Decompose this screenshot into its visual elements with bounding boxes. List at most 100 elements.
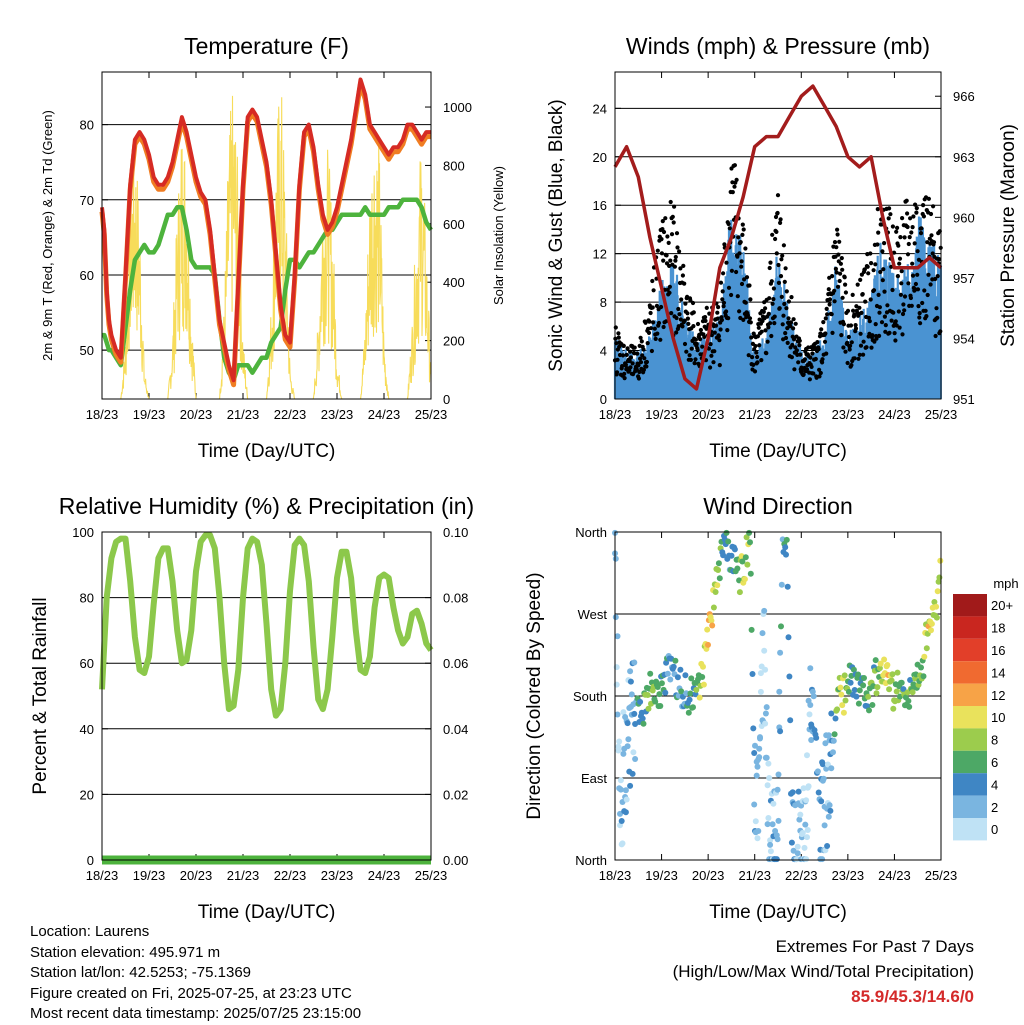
gust-point bbox=[905, 224, 910, 230]
gust-point bbox=[855, 282, 860, 287]
gust-point bbox=[782, 279, 787, 284]
colorbar-label: 4 bbox=[991, 777, 998, 792]
direction-point bbox=[826, 802, 833, 809]
gust-point bbox=[755, 334, 761, 339]
direction-point bbox=[682, 672, 689, 679]
gust-point bbox=[858, 331, 863, 336]
y-tick-label: 70 bbox=[80, 193, 94, 208]
gust-point bbox=[677, 312, 682, 317]
gust-point bbox=[644, 364, 649, 369]
panel-1: Temperature (F) Time (Day/UTC) 18/23 19/23 2… bbox=[40, 33, 506, 462]
gust-point bbox=[680, 324, 685, 329]
x-tick-label: 23/23 bbox=[832, 407, 865, 422]
gust-point bbox=[872, 339, 877, 344]
gust-point bbox=[866, 315, 872, 320]
gust-point bbox=[744, 275, 750, 280]
direction-point bbox=[777, 728, 784, 735]
direction-point bbox=[818, 798, 825, 805]
gust-point bbox=[898, 292, 904, 297]
gust-point bbox=[677, 249, 682, 254]
gust-point bbox=[776, 262, 781, 268]
gust-point bbox=[825, 312, 830, 317]
gust-point bbox=[836, 252, 841, 257]
gust-point bbox=[882, 241, 887, 246]
y-tick-label: 100 bbox=[72, 525, 94, 540]
direction-point bbox=[744, 561, 751, 568]
gust-point bbox=[876, 292, 881, 297]
direction-point bbox=[889, 671, 896, 678]
gust-point bbox=[625, 346, 630, 351]
x-tick-label: 18/23 bbox=[599, 868, 632, 883]
gust-point bbox=[901, 302, 906, 307]
gust-point bbox=[781, 313, 786, 318]
gust-point bbox=[739, 264, 744, 269]
y-right-tick-label: 963 bbox=[953, 150, 975, 165]
direction-point bbox=[612, 614, 619, 621]
gust-point bbox=[669, 232, 675, 237]
gust-point bbox=[909, 230, 914, 235]
direction-point bbox=[796, 816, 803, 823]
direction-point bbox=[763, 754, 770, 761]
x-tick-label: 23/23 bbox=[321, 868, 354, 883]
gust-point bbox=[630, 361, 635, 366]
gust-point bbox=[703, 318, 708, 323]
gust-point bbox=[759, 329, 764, 334]
gust-point bbox=[921, 214, 927, 219]
info-recent: Most recent data timestamp: 2025/07/25 2… bbox=[30, 1005, 362, 1022]
direction-point bbox=[614, 633, 621, 640]
gust-point bbox=[709, 353, 714, 358]
gust-point bbox=[721, 300, 727, 305]
gust-point bbox=[910, 261, 915, 266]
colorbar-label: 6 bbox=[991, 755, 998, 770]
gust-point bbox=[878, 269, 883, 275]
gust-point bbox=[682, 341, 688, 347]
gust-point bbox=[659, 251, 665, 256]
gust-point bbox=[818, 370, 823, 376]
colorbar-swatch bbox=[953, 728, 987, 751]
direction-point bbox=[890, 705, 897, 712]
direction-point bbox=[627, 668, 634, 675]
gust-point bbox=[832, 288, 837, 293]
x-tick-label: 21/23 bbox=[738, 407, 771, 422]
direction-point bbox=[797, 811, 804, 818]
gust-point bbox=[647, 319, 652, 324]
plot-frame bbox=[614, 71, 942, 400]
gust-point bbox=[749, 335, 754, 340]
gust-point bbox=[842, 275, 847, 280]
gust-point bbox=[833, 266, 839, 271]
direction-point bbox=[828, 710, 835, 717]
gust-point bbox=[935, 274, 940, 279]
direction-point bbox=[814, 768, 821, 775]
x-tick-label: 19/23 bbox=[133, 407, 166, 422]
direction-point bbox=[714, 582, 721, 589]
gust-point bbox=[765, 339, 770, 344]
direction-point bbox=[774, 836, 781, 843]
gust-point bbox=[764, 351, 769, 356]
panel-3: Relative Humidity (%) & Precipitation (i… bbox=[30, 493, 474, 923]
direction-point bbox=[815, 789, 822, 796]
gust-point bbox=[648, 310, 653, 316]
y-tick-label: South bbox=[573, 689, 607, 704]
gust-point bbox=[896, 243, 901, 248]
gust-point bbox=[659, 237, 664, 242]
direction-point bbox=[654, 684, 661, 690]
direction-point bbox=[620, 750, 627, 757]
y-tick-label: 12 bbox=[593, 247, 607, 262]
direction-point bbox=[617, 777, 624, 784]
y-tick-label: North bbox=[575, 525, 607, 540]
gust-point bbox=[684, 349, 689, 354]
gust-point bbox=[767, 296, 772, 301]
gust-point bbox=[724, 260, 729, 265]
gust-point bbox=[900, 332, 905, 337]
gust-point bbox=[885, 303, 890, 308]
gust-point bbox=[845, 360, 850, 366]
direction-point bbox=[627, 782, 634, 789]
gust-point bbox=[644, 359, 650, 365]
colorbar-label: 8 bbox=[991, 733, 998, 748]
direction-point bbox=[804, 827, 811, 833]
gust-point bbox=[759, 358, 764, 363]
gust-point bbox=[715, 310, 720, 315]
series-temp-9m bbox=[99, 81, 431, 388]
y-tick-label: 80 bbox=[80, 591, 94, 606]
